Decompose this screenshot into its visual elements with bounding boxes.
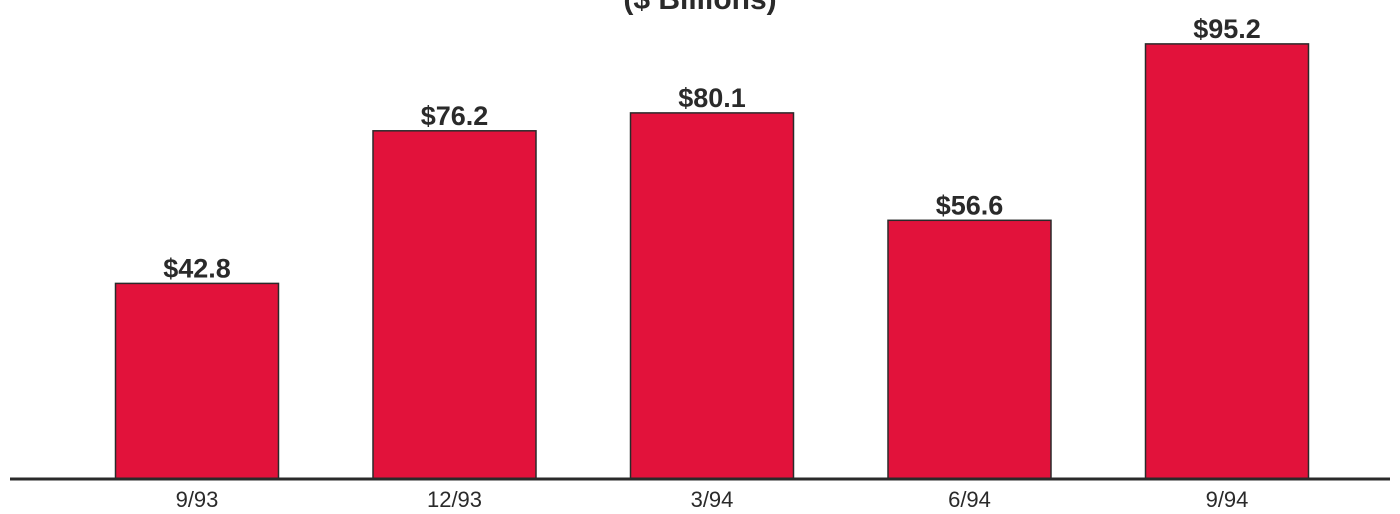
chart-title: ($ Billions) [0, 0, 1400, 20]
bar-value-label: $76.2 [421, 101, 489, 131]
bar-6-94 [887, 219, 1052, 480]
bar-value-label: $56.6 [936, 190, 1004, 220]
x-tick-label: 9/93 [176, 487, 219, 512]
bar-9-94 [1144, 43, 1310, 480]
x-tick-labels: 9/93 12/93 3/94 6/94 9/94 [176, 487, 1249, 512]
bar-9-93 [114, 282, 280, 480]
bar-value-label: $80.1 [678, 83, 746, 113]
x-tick-label: 3/94 [691, 487, 734, 512]
x-tick-label: 6/94 [948, 487, 991, 512]
bar-12-93 [372, 130, 537, 480]
bar-value-label: $42.8 [163, 253, 231, 283]
bars-layer: $42.8 $76.2 $80.1 $56.6 $95.2 [114, 14, 1310, 480]
bar-3-94 [629, 112, 795, 480]
bar-value-label: $95.2 [1193, 14, 1261, 44]
x-tick-label: 12/93 [427, 487, 482, 512]
x-tick-label: 9/94 [1206, 487, 1249, 512]
